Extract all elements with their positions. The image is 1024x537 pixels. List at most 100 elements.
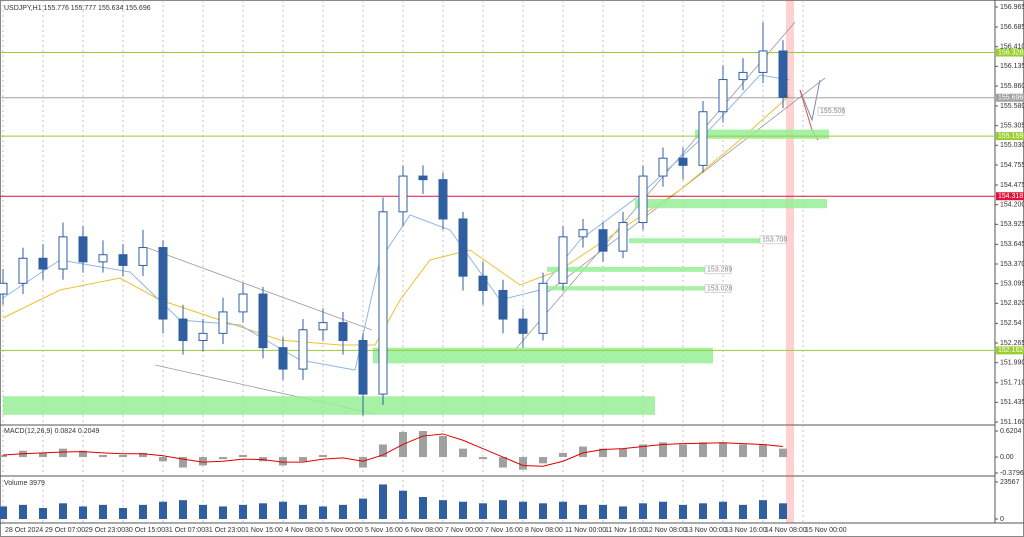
zone	[547, 266, 713, 272]
y-tick-label: 156.410	[1000, 44, 1024, 51]
zone	[3, 396, 655, 415]
level-tag	[996, 93, 1024, 102]
candle-body	[78, 236, 88, 263]
level-tag	[996, 48, 1024, 57]
volume-bar	[159, 501, 167, 519]
level-label: 155.159	[998, 133, 1023, 140]
candle-body	[438, 179, 448, 220]
macd-bar	[79, 450, 87, 458]
level-label: 154.318	[998, 193, 1023, 200]
zone	[635, 198, 827, 209]
candle-body	[498, 289, 508, 320]
annotation: 153.708	[762, 237, 787, 244]
volume-bar	[79, 506, 87, 519]
macd-bar	[99, 454, 107, 458]
macd-label: MACD(12,26,9) 0.0824 0.2049	[4, 428, 99, 435]
x-tick-label: 5 Nov 16:00	[365, 527, 403, 534]
candle-body	[278, 347, 288, 370]
candle-body	[758, 50, 768, 73]
macd-bar	[619, 448, 627, 458]
macd-bar	[679, 444, 687, 458]
x-tick-label: 13 Nov 00:00	[685, 527, 727, 534]
candle-body	[238, 293, 248, 313]
volume-bar	[319, 506, 327, 519]
volume-bar	[299, 504, 307, 519]
macd-bar	[739, 444, 747, 458]
y-tick-label: 154.755	[1000, 162, 1024, 169]
volume-bar	[659, 501, 667, 519]
volume-bar	[219, 506, 227, 519]
y-tick-label: 155.580	[1000, 103, 1024, 110]
candle-body	[198, 332, 208, 342]
macd-bar	[419, 431, 427, 458]
annotation: 155.506	[820, 108, 845, 115]
zone	[629, 238, 769, 244]
annotation: 153.028	[707, 285, 732, 292]
macd-bar	[319, 454, 327, 458]
volume-bar	[599, 504, 607, 519]
x-tick-label: 30 Oct 15:00	[125, 527, 165, 534]
volume-bar	[399, 490, 407, 519]
y-tick-label: 151.160	[1000, 419, 1024, 426]
macd-bar	[499, 457, 507, 468]
y-tick-label: 155.305	[1000, 123, 1024, 130]
y-tick-label: 23567	[1000, 479, 1020, 486]
candle-body	[18, 257, 28, 284]
candle-body	[358, 340, 368, 395]
macd-bar	[119, 454, 127, 458]
candle-body	[0, 282, 8, 295]
volume-bar	[619, 506, 627, 519]
volume-bar	[479, 503, 487, 519]
volume-bar	[739, 504, 747, 519]
volume-bar	[279, 501, 287, 519]
macd-bar	[239, 454, 247, 458]
candle-body	[458, 218, 468, 277]
candle-body	[478, 275, 488, 291]
macd-bar	[59, 448, 67, 458]
macd-bar	[599, 448, 607, 458]
y-tick-label: -0.3796	[1000, 470, 1024, 477]
volume-bar	[519, 501, 527, 519]
volume-bar	[699, 503, 707, 519]
candle-body	[378, 211, 388, 395]
candle-body	[538, 282, 548, 334]
volume-bar	[499, 500, 507, 519]
volume-bar	[419, 497, 427, 519]
header: USDJPY,H1 155.776 155.777 155.634 155.69…	[4, 5, 151, 12]
y-tick-label: 153.645	[1000, 241, 1024, 248]
volume-bar	[39, 508, 47, 519]
volume-bar	[779, 503, 787, 519]
macd-bar	[639, 444, 647, 458]
candle-body	[418, 175, 428, 181]
x-tick-label: 15 Nov 00:00	[805, 527, 847, 534]
volume-bar	[179, 500, 187, 519]
macd-bar	[539, 457, 547, 464]
macd-bar	[759, 444, 767, 458]
y-tick-label: 152.54	[1000, 320, 1022, 327]
candle-body	[318, 322, 328, 331]
y-tick-label: 151.990	[1000, 360, 1024, 367]
annotation: 153.289	[707, 267, 732, 274]
y-tick-label: 152.265	[1000, 340, 1024, 347]
level-label: 155.696	[998, 95, 1023, 102]
macd-bar	[279, 457, 287, 466]
candle-body	[98, 254, 108, 263]
macd-bar	[379, 444, 387, 458]
macd-bar	[199, 457, 207, 466]
annotation-box	[817, 107, 845, 116]
candle-body	[398, 175, 408, 213]
candle-body	[558, 236, 568, 284]
y-tick-label: 153.095	[1000, 281, 1024, 288]
y-tick-label: 156.965	[1000, 4, 1024, 11]
channel-line	[147, 247, 373, 331]
y-tick-label: 155.860	[1000, 83, 1024, 90]
x-tick-label: 14 Nov 08:00	[765, 527, 807, 534]
y-tick-label: 151.710	[1000, 380, 1024, 387]
volume-bar	[439, 500, 447, 519]
volume-bar	[579, 504, 587, 519]
macd-bar	[479, 457, 487, 460]
y-tick-label: 156.685	[1000, 24, 1024, 31]
channel-line	[514, 21, 796, 351]
